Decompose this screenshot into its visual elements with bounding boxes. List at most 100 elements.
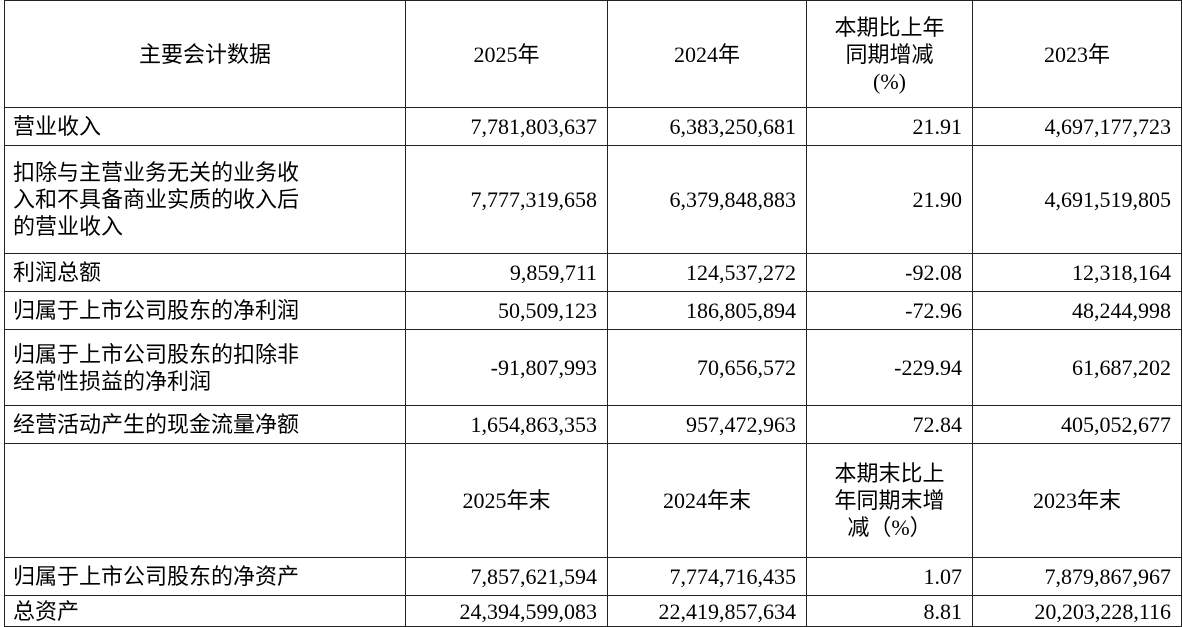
value-2024: 7,774,716,435 bbox=[607, 557, 807, 596]
header-change-line: (%) bbox=[873, 68, 906, 94]
value-2023: 48,244,998 bbox=[972, 291, 1182, 330]
row-label-line: 归属于上市公司股东的扣除非 bbox=[13, 341, 300, 367]
value-2025: 7,857,621,594 bbox=[405, 557, 608, 596]
value-2024: 22,419,857,634 bbox=[607, 595, 807, 627]
value-2024: 6,379,848,883 bbox=[607, 145, 807, 254]
table-row: 利润总额 9,859,711 124,537,272 -92.08 12,318,164 bbox=[4, 253, 1182, 292]
value-change: 1.07 bbox=[806, 557, 973, 596]
header-2023-line: 2023年末 bbox=[1032, 488, 1121, 513]
key-accounting-data-table: 主要会计数据 2025年 2024年 本期比上年 同期增减 (%) 2023年营业收入 7,7… bbox=[4, 0, 1182, 627]
value-2024-line: 186,805,894 bbox=[686, 298, 796, 323]
value-2024-line: 7,774,716,435 bbox=[669, 564, 797, 589]
header-2023: 2023年 bbox=[972, 0, 1182, 108]
row-label-line: 经常性损益的净利润 bbox=[13, 368, 212, 394]
row-label-line: 的营业收入 bbox=[13, 214, 124, 239]
value-2024: 957,472,963 bbox=[607, 405, 807, 444]
header-change-line: 本期末比上 bbox=[834, 461, 945, 486]
row-label: 归属于上市公司股东的净利润 bbox=[4, 291, 406, 330]
header-change-line: 同期增减 bbox=[845, 41, 934, 67]
value-2023: 7,879,867,967 bbox=[972, 557, 1182, 596]
header-2025: 2025年末 bbox=[405, 443, 608, 558]
value-change-line: 21.91 bbox=[912, 114, 963, 139]
value-2025: 7,777,319,658 bbox=[405, 145, 608, 254]
value-2025-line: 50,509,123 bbox=[498, 298, 597, 323]
header-change-line: 年同期末增 bbox=[834, 488, 945, 513]
value-2025: 24,394,599,083 bbox=[405, 595, 608, 627]
value-2024-line: 70,656,572 bbox=[697, 355, 796, 380]
value-change-line: 8.81 bbox=[923, 598, 963, 624]
value-2025: 7,781,803,637 bbox=[405, 107, 608, 146]
value-2025-line: -91,807,993 bbox=[490, 355, 597, 380]
row-label: 扣除与主营业务无关的业务收 入和不具备商业实质的收入后 的营业收入 bbox=[4, 145, 406, 254]
value-2024: 6,383,250,681 bbox=[607, 107, 807, 146]
header-change: 本期末比上 年同期末增 减（%） bbox=[806, 443, 973, 558]
value-change-line: 1.07 bbox=[923, 564, 963, 589]
value-change: 21.91 bbox=[806, 107, 973, 146]
value-change-line: -72.96 bbox=[905, 298, 962, 323]
row-label-line: 归属于上市公司股东的净利润 bbox=[13, 298, 300, 323]
table-row: 营业收入 7,781,803,637 6,383,250,681 21.91 4,697… bbox=[4, 107, 1182, 146]
row-label-line: 总资产 bbox=[13, 598, 80, 624]
row-label: 总资产 bbox=[4, 595, 406, 627]
header-2024: 2024年 bbox=[607, 0, 807, 108]
value-2025-line: 24,394,599,083 bbox=[459, 598, 598, 624]
header-metric: 主要会计数据 bbox=[4, 0, 406, 108]
value-2023-line: 405,052,677 bbox=[1061, 412, 1171, 437]
value-2024-line: 6,383,250,681 bbox=[669, 114, 797, 139]
header-2025-line: 2025年 bbox=[473, 41, 540, 67]
table-row: 归属于上市公司股东的净利润 50,509,123 186,805,894 -72.96… bbox=[4, 291, 1182, 330]
header-change: 本期比上年 同期增减 (%) bbox=[806, 0, 973, 108]
value-2023-line: 61,687,202 bbox=[1072, 355, 1171, 380]
value-2024: 186,805,894 bbox=[607, 291, 807, 330]
value-2024-line: 22,419,857,634 bbox=[658, 598, 797, 624]
value-change: 21.90 bbox=[806, 145, 973, 254]
row-label-line: 营业收入 bbox=[13, 114, 102, 139]
header-2023-line: 2023年 bbox=[1043, 41, 1110, 67]
value-2025: -91,807,993 bbox=[405, 329, 608, 406]
row-label-line: 入和不具备商业实质的收入后 bbox=[13, 187, 300, 212]
header-2025: 2025年 bbox=[405, 0, 608, 108]
value-2023-line: 4,697,177,723 bbox=[1044, 114, 1172, 139]
value-2023: 405,052,677 bbox=[972, 405, 1182, 444]
value-2023-line: 48,244,998 bbox=[1072, 298, 1171, 323]
value-change-line: 21.90 bbox=[912, 187, 963, 212]
value-change-line: -229.94 bbox=[894, 355, 962, 380]
value-2024-line: 6,379,848,883 bbox=[669, 187, 797, 212]
row-label: 归属于上市公司股东的扣除非 经常性损益的净利润 bbox=[4, 329, 406, 406]
row-label: 经营活动产生的现金流量净额 bbox=[4, 405, 406, 444]
value-2023: 4,691,519,805 bbox=[972, 145, 1182, 254]
value-2025-line: 9,859,711 bbox=[509, 260, 597, 285]
value-2025-line: 1,654,863,353 bbox=[470, 412, 598, 437]
header-2024: 2024年末 bbox=[607, 443, 807, 558]
value-2025-line: 7,781,803,637 bbox=[470, 114, 598, 139]
value-2025-line: 7,857,621,594 bbox=[470, 564, 598, 589]
table-row: 归属于上市公司股东的扣除非 经常性损益的净利润 -91,807,993 70,656,… bbox=[4, 329, 1182, 406]
value-2023-line: 4,691,519,805 bbox=[1044, 187, 1172, 212]
value-change-line: 72.84 bbox=[912, 412, 963, 437]
value-change-line: -92.08 bbox=[905, 260, 962, 285]
value-2024: 124,537,272 bbox=[607, 253, 807, 292]
value-change: -92.08 bbox=[806, 253, 973, 292]
header-2025-line: 2025年末 bbox=[462, 488, 551, 513]
value-2025: 9,859,711 bbox=[405, 253, 608, 292]
value-2023: 20,203,228,116 bbox=[972, 595, 1182, 627]
value-2023-line: 20,203,228,116 bbox=[1034, 598, 1171, 624]
header-metric-line: 主要会计数据 bbox=[138, 41, 271, 67]
row-label-line: 归属于上市公司股东的净资产 bbox=[13, 564, 300, 589]
value-2025: 1,654,863,353 bbox=[405, 405, 608, 444]
value-2023: 4,697,177,723 bbox=[972, 107, 1182, 146]
value-2024-line: 124,537,272 bbox=[686, 260, 796, 285]
header-row: 2025年末 2024年末 本期末比上 年同期末增 减（%） 2023年末 bbox=[4, 443, 1182, 558]
header-change-line: 本期比上年 bbox=[834, 14, 945, 40]
value-change: -229.94 bbox=[806, 329, 973, 406]
header-2024-line: 2024年末 bbox=[662, 488, 751, 513]
value-2024: 70,656,572 bbox=[607, 329, 807, 406]
header-2023: 2023年末 bbox=[972, 443, 1182, 558]
header-2024-line: 2024年 bbox=[673, 41, 740, 67]
value-2023: 12,318,164 bbox=[972, 253, 1182, 292]
value-change: -72.96 bbox=[806, 291, 973, 330]
row-label: 归属于上市公司股东的净资产 bbox=[4, 557, 406, 596]
table-row: 经营活动产生的现金流量净额 1,654,863,353 957,472,963 72.… bbox=[4, 405, 1182, 444]
value-2023-line: 12,318,164 bbox=[1072, 260, 1171, 285]
value-2023: 61,687,202 bbox=[972, 329, 1182, 406]
